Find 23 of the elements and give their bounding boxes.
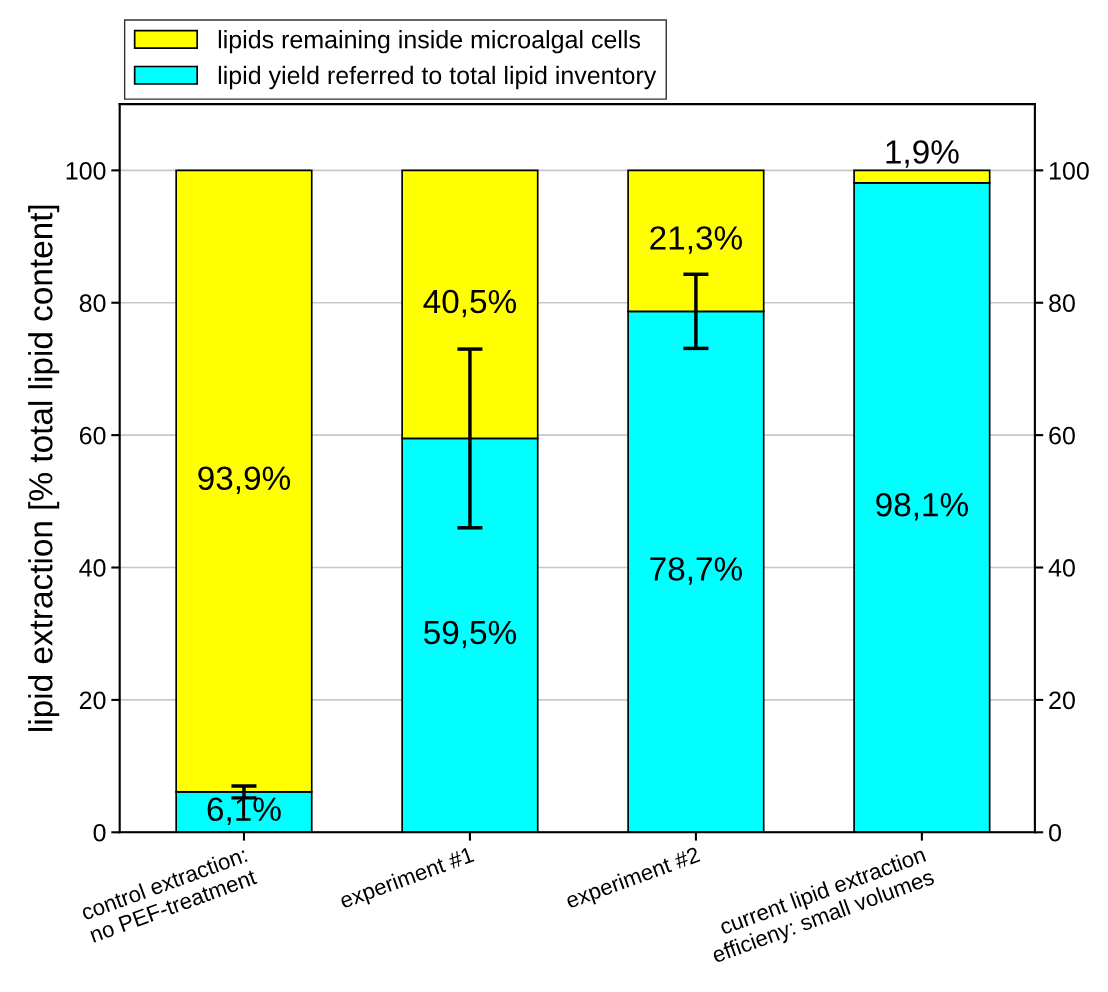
y2-tick-label: 80	[1049, 294, 1075, 313]
data-label: 93,9%	[198, 466, 291, 495]
data-label: 98,1%	[876, 492, 968, 521]
y2-tick-label: 60	[1049, 426, 1075, 445]
data-label: 59,5%	[424, 620, 516, 649]
data-label: 6,1%	[207, 797, 281, 825]
y-tick-label: 0	[93, 823, 106, 842]
y2-tick-label: 100	[1049, 161, 1089, 180]
y2-tick-label: 40	[1048, 559, 1075, 577]
data-label: 78,7%	[650, 557, 742, 585]
y-tick-label: 20	[79, 691, 106, 710]
y2-tick-label: 0	[1049, 823, 1061, 842]
data-label: 40,5%	[423, 289, 516, 318]
y-tick-label: 60	[79, 426, 106, 445]
legend-label: lipid yield referred to total lipid inventory	[218, 65, 657, 90]
y-axis-title: lipid extraction [% total lipid content]	[28, 205, 60, 731]
y2-tick-label: 20	[1049, 691, 1075, 710]
legend-label: lipids remaining inside microalgal cells	[218, 30, 641, 54]
y-tick-label: 80	[79, 294, 106, 313]
data-label: 21,3%	[650, 226, 742, 254]
y-tick-label: 100	[66, 161, 106, 180]
y-tick-label: 40	[79, 559, 106, 577]
data-label: 1,9%	[886, 140, 959, 168]
